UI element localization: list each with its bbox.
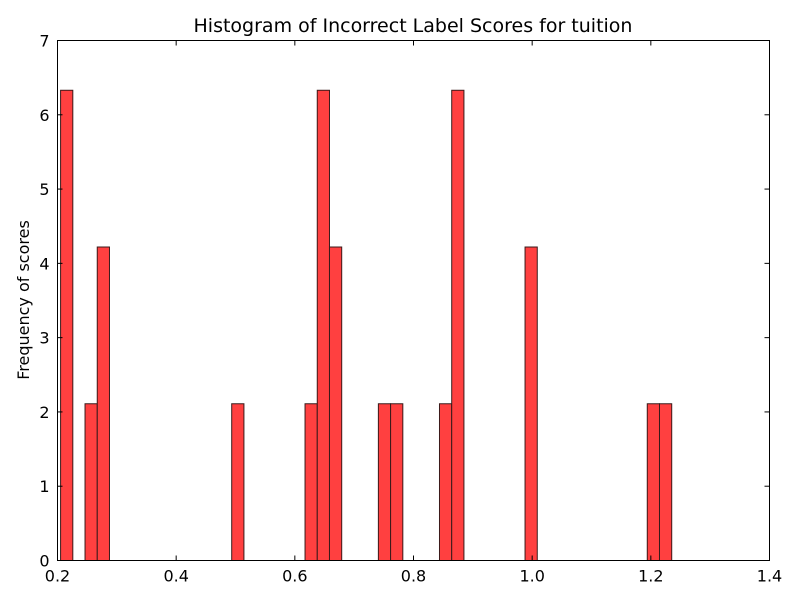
x-tick-label: 0.2 bbox=[45, 567, 70, 586]
x-tick-label: 0.4 bbox=[163, 567, 188, 586]
histogram-bar bbox=[96, 246, 110, 561]
histogram-bar bbox=[524, 246, 538, 561]
y-tick-label: 6 bbox=[39, 106, 49, 125]
x-tick-label: 1.4 bbox=[757, 567, 782, 586]
x-tick-label: 0.8 bbox=[401, 567, 426, 586]
histogram-bar bbox=[231, 403, 245, 561]
histogram-bar bbox=[451, 89, 465, 562]
histogram-bar bbox=[438, 403, 453, 561]
y-tick-label: 5 bbox=[39, 180, 49, 199]
histogram-bar bbox=[84, 403, 98, 561]
histogram-bar bbox=[60, 89, 74, 562]
chart-title: Histogram of Incorrect Label Scores for … bbox=[194, 15, 633, 37]
histogram-bar bbox=[658, 403, 673, 561]
histogram-bar bbox=[328, 246, 343, 561]
y-tick-label: 3 bbox=[39, 329, 49, 348]
x-tick-label: 1.2 bbox=[638, 567, 663, 586]
histogram-bar bbox=[316, 89, 330, 562]
plot-frame bbox=[57, 40, 770, 561]
x-tick-label: 1.0 bbox=[519, 567, 544, 586]
x-tick-label: 0.6 bbox=[282, 567, 307, 586]
bars-layer bbox=[60, 89, 673, 562]
histogram-bar bbox=[390, 403, 404, 561]
y-tick-label: 1 bbox=[39, 477, 49, 496]
histogram-bar bbox=[304, 403, 318, 561]
y-tick-label: 4 bbox=[39, 254, 49, 273]
y-tick-label: 7 bbox=[39, 32, 49, 51]
histogram-bar bbox=[646, 403, 660, 561]
y-axis-label: Frequency of scores bbox=[14, 220, 33, 380]
y-tick-label: 2 bbox=[39, 403, 49, 422]
y-tick-label: 0 bbox=[39, 552, 49, 571]
histogram-bar bbox=[377, 403, 392, 561]
